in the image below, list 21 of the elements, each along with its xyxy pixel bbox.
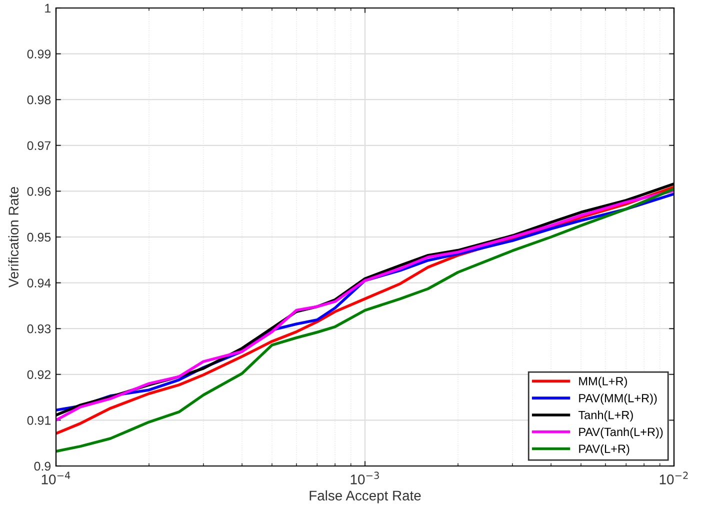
y-tick-label: 0.97 <box>27 141 51 150</box>
legend-label: Tanh(L+R) <box>578 410 633 422</box>
y-tick-label: 0.96 <box>27 187 51 196</box>
y-tick-label: 0.92 <box>27 370 51 380</box>
y-tick-label: 0.98 <box>27 95 51 104</box>
x-tick-label: 10$^{−3}$ <box>350 472 379 484</box>
legend-label: PAV(Tanh(L+R)) <box>579 427 663 438</box>
y-tick-label: 1 <box>45 4 51 13</box>
y-tick-label: 0.9 <box>34 462 51 471</box>
y-tick-label: 0.99 <box>27 50 51 58</box>
legend-label: PAV(L+R) <box>579 444 630 456</box>
y-tick-label: 0.94 <box>27 278 51 288</box>
y-tick-label: 0.91 <box>27 416 51 425</box>
legend-label: PAV(MM(L+R)) <box>579 394 657 405</box>
x-tick-label: 10$^{−2}$ <box>660 472 688 484</box>
x-tick-label: 10$^{−4}$ <box>42 472 70 484</box>
legend-label: MM(L+R) <box>579 376 627 388</box>
x-axis-title: False Accept Rate <box>310 490 421 504</box>
y-tick-label: 0.93 <box>27 324 51 334</box>
y-axis-title: Verification Rate <box>8 187 19 288</box>
y-tick-label: 0.95 <box>27 232 51 242</box>
